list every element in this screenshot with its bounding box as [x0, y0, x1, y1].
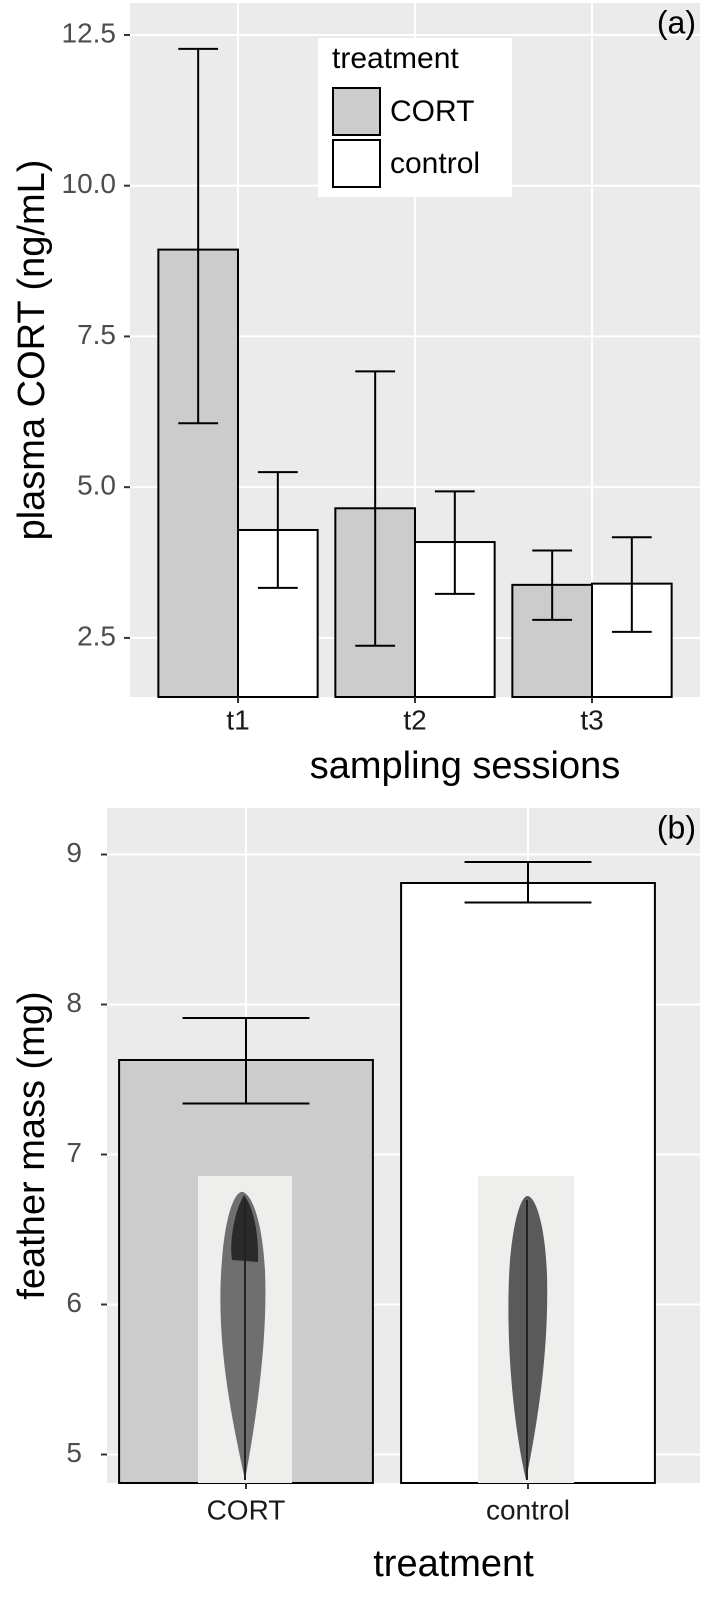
y-tick-label: 7 [66, 1137, 82, 1168]
y-tick-label: 5.0 [77, 470, 116, 501]
error-bar [434, 490, 475, 595]
y-axis-title: plasma CORT (ng/mL) [11, 160, 53, 541]
panels-marks [118, 248, 673, 1484]
y-tick-label: 8 [66, 987, 82, 1018]
y-tick-label: 12.5 [62, 17, 117, 48]
x-tick-label: t1 [226, 704, 249, 735]
legend-label: control [390, 147, 480, 180]
bar [157, 248, 240, 699]
panel-label: (a) [657, 4, 696, 40]
feather-photos [198, 1176, 574, 1483]
error-bar [178, 47, 219, 425]
x-tick-label: t2 [403, 704, 426, 735]
y-tick-label: 6 [66, 1287, 82, 1318]
feather-photo [198, 1176, 292, 1483]
error-bar [611, 536, 652, 633]
x-tick-label: control [486, 1494, 570, 1525]
error-bar [532, 549, 573, 621]
legend-key [332, 87, 381, 136]
legend-title: treatment [332, 42, 459, 75]
y-tick-label: 5 [66, 1437, 82, 1468]
y-tick-label: 9 [66, 837, 82, 868]
y-tick-label: 2.5 [77, 620, 116, 651]
x-axis-title: treatment [373, 1543, 534, 1585]
x-axis-title: sampling sessions [310, 745, 620, 787]
x-tick-label: CORT [207, 1494, 286, 1525]
error-bar [182, 1017, 310, 1105]
panel-label: (b) [657, 809, 696, 845]
panels-labels: 2.5 5.0 7.5 10.0 12.5 t1 t2 t3 (a) sampling sessi… [11, 4, 696, 1585]
error-bar [257, 471, 298, 589]
y-tick-label: 7.5 [77, 319, 116, 350]
legend-key [332, 139, 381, 188]
feather-photo [478, 1176, 574, 1483]
legend-label: CORT [390, 95, 474, 128]
error-bar [464, 861, 592, 904]
error-bar [355, 370, 396, 647]
x-tick-label: t3 [580, 704, 603, 735]
y-axis-title: feather mass (mg) [11, 991, 53, 1299]
feather-shape [220, 1191, 266, 1480]
y-tick-label: 10.0 [62, 168, 117, 199]
